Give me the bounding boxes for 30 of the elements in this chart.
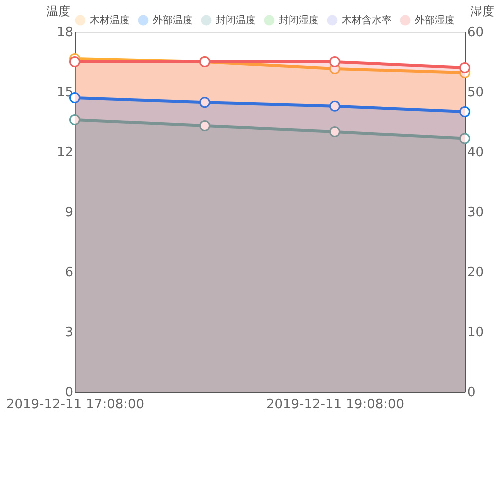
y-axis-title: 温度 (46, 4, 70, 18)
point (330, 100, 340, 112)
point (200, 120, 210, 132)
legend-label: 封闭湿度 (279, 14, 319, 27)
y-tick-label: 6 (65, 266, 74, 280)
x-tick-label: 2019-12-11 19:08:00 (266, 398, 405, 412)
y2-tick-label: 30 (468, 206, 484, 220)
y2-tick-label: 0 (468, 386, 476, 400)
y-tick-label: 9 (65, 206, 74, 220)
y2-tick-label: 60 (468, 26, 484, 40)
y-tick-label: 0 (65, 386, 74, 400)
legend-label: 外部湿度 (415, 14, 455, 27)
y2-tick-label: 10 (468, 326, 484, 340)
legend-label: 外部温度 (153, 14, 193, 27)
legend-label: 木材温度 (90, 14, 130, 27)
y2-tick-label: 40 (468, 146, 484, 160)
point (70, 114, 80, 126)
y2-tick-label: 20 (468, 266, 484, 280)
y-tick-label: 18 (56, 26, 74, 40)
point (460, 133, 470, 144)
legend-label: 封闭温度 (216, 14, 256, 27)
y-tick-label: 12 (56, 146, 74, 160)
point (200, 97, 210, 108)
point (460, 106, 470, 118)
y2-tick-label: 50 (468, 86, 484, 100)
point (330, 126, 340, 138)
x-tick-label: 2019-12-11 17:08:00 (6, 398, 145, 412)
legend-label: 木材含水率 (342, 14, 392, 27)
y2-axis-title: 湿度 (470, 4, 494, 18)
y-tick-label: 3 (65, 326, 74, 340)
